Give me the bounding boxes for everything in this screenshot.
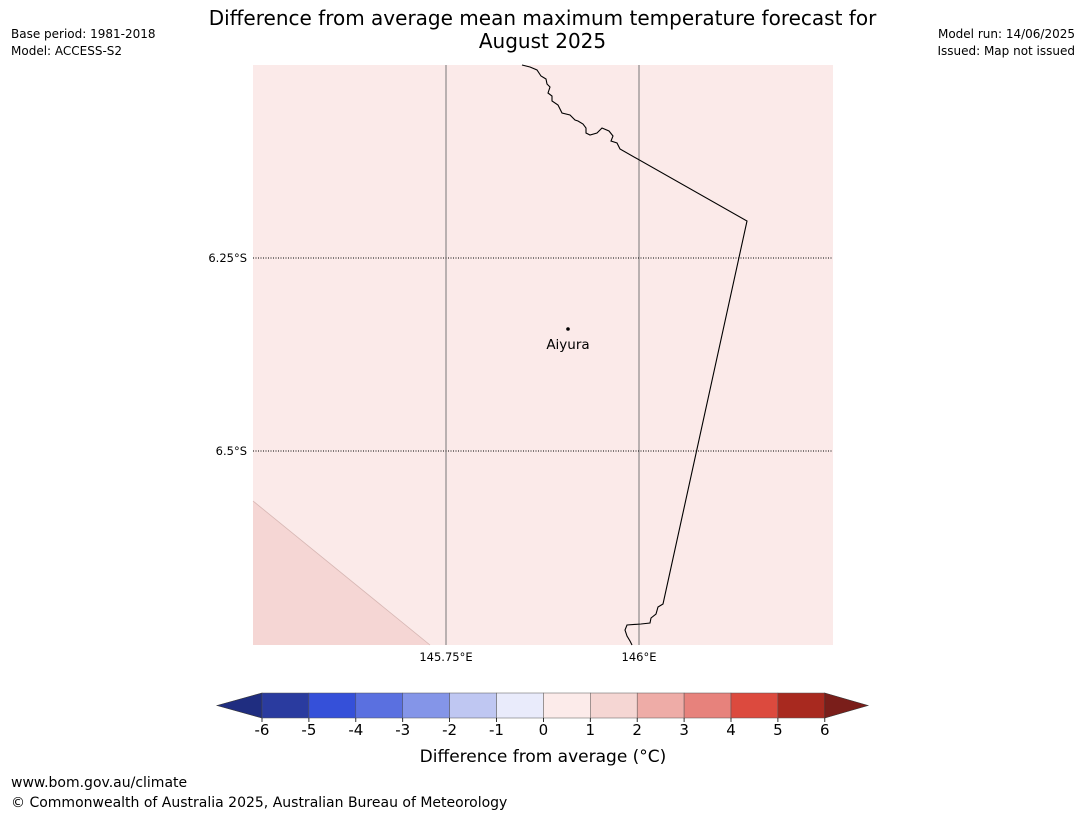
lon-label-146: 146°E <box>622 650 657 664</box>
colorbar-segment <box>730 692 779 719</box>
colorbar-tick-label: 1 <box>586 721 596 739</box>
lon-label-145-75: 145.75°E <box>419 650 472 664</box>
colorbar-segment <box>777 692 826 719</box>
colorbar-segment <box>590 692 638 719</box>
colorbar-segments <box>215 692 870 719</box>
meta-left: Base period: 1981-2018 Model: ACCESS-S2 <box>11 26 156 60</box>
footer-copyright: © Commonwealth of Australia 2025, Austra… <box>11 795 508 811</box>
colorbar-tick-label: 0 <box>539 721 549 739</box>
colorbar-over-arrow <box>824 692 870 719</box>
map-title: Difference from average mean maximum tem… <box>170 7 915 53</box>
aiyura-label: Aiyura <box>546 337 589 353</box>
border-line <box>521 64 748 646</box>
base-period-text: Base period: 1981-2018 <box>11 27 156 41</box>
colorbar-segment <box>543 692 591 719</box>
colorbar-segment <box>261 692 310 719</box>
map-panel: Aiyura 6.25°S 6.5°S 145.75°E 146°E <box>208 64 833 664</box>
colorbar-segment <box>355 692 403 719</box>
colorbar-segment <box>683 692 732 719</box>
colorbar-tick-label: -6 <box>255 721 270 739</box>
colorbar-tick-label: 4 <box>726 721 736 739</box>
colorbar: -6 -5 -4 -3 -2 -1 0 1 2 3 4 5 6 <box>215 692 870 739</box>
colorbar-tick-label: -5 <box>301 721 316 739</box>
footer-url: www.bom.gov.au/climate <box>11 775 188 791</box>
colorbar-tick-label: 5 <box>773 721 783 739</box>
colorbar-label: Difference from average (°C) <box>419 747 667 767</box>
colorbar-tick-label: 6 <box>820 721 830 739</box>
corner-boundary-line <box>252 500 431 646</box>
colorbar-tick-label: -1 <box>489 721 504 739</box>
lat-label-6-25: 6.25°S <box>208 251 247 265</box>
lat-label-6-5: 6.5°S <box>216 444 247 458</box>
model-run-text: Model run: 14/06/2025 <box>937 27 1075 41</box>
colorbar-under-arrow <box>215 692 263 719</box>
title-line-2: August 2025 <box>478 29 607 53</box>
issued-text: Issued: Map not issued <box>937 44 1075 58</box>
colorbar-segment <box>496 692 544 719</box>
colorbar-segment <box>449 692 497 719</box>
colorbar-tick-label: -2 <box>442 721 457 739</box>
colorbar-segment <box>402 692 450 719</box>
colorbar-tick-label: 3 <box>679 721 689 739</box>
map-background <box>253 65 833 645</box>
model-text: Model: ACCESS-S2 <box>11 44 123 58</box>
colorbar-segment <box>636 692 685 719</box>
title-line-1: Difference from average mean maximum tem… <box>208 6 877 30</box>
colorbar-ticks: -6 -5 -4 -3 -2 -1 0 1 2 3 4 5 6 <box>255 718 830 739</box>
colorbar-tick-label: 2 <box>632 721 642 739</box>
aiyura-marker <box>566 327 570 331</box>
colorbar-tick-label: -4 <box>348 721 363 739</box>
meta-right: Model run: 14/06/2025 Issued: Map not is… <box>937 26 1075 60</box>
colorbar-segment <box>308 692 357 719</box>
colorbar-tick-label: -3 <box>395 721 410 739</box>
